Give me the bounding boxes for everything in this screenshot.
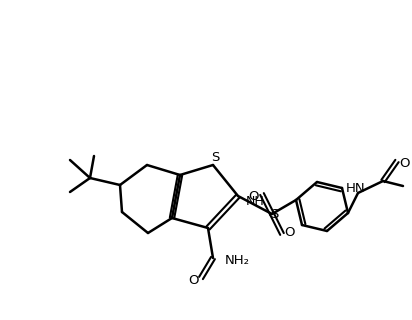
Text: HN: HN <box>346 181 366 195</box>
Text: NH₂: NH₂ <box>225 254 250 268</box>
Text: O: O <box>189 274 199 286</box>
Text: O: O <box>249 189 259 203</box>
Text: O: O <box>400 156 410 170</box>
Text: NH: NH <box>246 195 265 207</box>
Text: S: S <box>211 150 219 164</box>
Text: S: S <box>270 207 278 220</box>
Text: O: O <box>285 226 295 238</box>
